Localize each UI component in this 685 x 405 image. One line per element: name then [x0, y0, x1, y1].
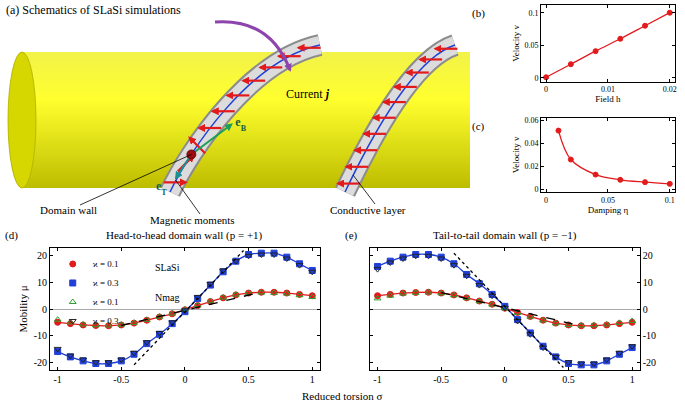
svg-text:0.02: 0.02 [663, 85, 677, 94]
svg-text:0: 0 [182, 374, 187, 385]
svg-text:0: 0 [544, 85, 548, 94]
svg-text:(b): (b) [472, 7, 485, 20]
svg-text:ϰ = 0.3: ϰ = 0.3 [93, 278, 119, 288]
svg-text:10: 10 [643, 277, 653, 288]
svg-text:-0.5: -0.5 [433, 374, 449, 385]
svg-text:-10: -10 [34, 330, 47, 341]
svg-text:Nmag: Nmag [155, 292, 179, 303]
svg-text:1: 1 [630, 374, 635, 385]
svg-text:0.5: 0.5 [562, 374, 575, 385]
svg-text:-1: -1 [53, 374, 61, 385]
svg-text:-10: -10 [643, 330, 656, 341]
svg-text:-20: -20 [643, 357, 656, 368]
svg-text:0: 0 [643, 304, 648, 315]
svg-text:10: 10 [37, 277, 47, 288]
svg-text:-20: -20 [34, 357, 47, 368]
svg-text:0.06: 0.06 [525, 116, 539, 125]
svg-text:0: 0 [42, 304, 47, 315]
svg-text:20: 20 [37, 250, 47, 261]
svg-text:(d): (d) [5, 229, 18, 242]
svg-text:0: 0 [535, 185, 539, 194]
svg-text:1: 1 [310, 374, 315, 385]
svg-text:0.05: 0.05 [525, 41, 539, 50]
svg-text:ϰ = 0.1: ϰ = 0.1 [93, 259, 119, 269]
svg-text:Conductive layer: Conductive layer [330, 204, 406, 216]
svg-text:Tail-to-tail domain wall (p =: Tail-to-tail domain wall (p = −1) [433, 229, 577, 242]
svg-text:0.1: 0.1 [529, 8, 539, 17]
svg-text:0: 0 [544, 196, 548, 205]
svg-text:Domain wall: Domain wall [40, 204, 97, 216]
svg-text:20: 20 [643, 250, 653, 261]
svg-text:Current j: Current j [286, 87, 330, 101]
svg-text:Magnetic moments: Magnetic moments [150, 214, 235, 226]
svg-text:eB: eB [235, 115, 246, 133]
svg-text:-0.5: -0.5 [113, 374, 129, 385]
svg-text:0: 0 [535, 74, 539, 83]
svg-text:0.02: 0.02 [525, 162, 539, 171]
svg-text:Velocity v: Velocity v [511, 136, 521, 173]
svg-text:Reduced torsion σ: Reduced torsion σ [302, 390, 383, 402]
svg-text:0: 0 [502, 374, 507, 385]
svg-text:(e): (e) [345, 229, 358, 242]
svg-text:0.05: 0.05 [601, 196, 615, 205]
svg-text:Mobility μ: Mobility μ [17, 285, 29, 332]
svg-text:ϰ = 0.3: ϰ = 0.3 [93, 316, 119, 326]
svg-text:0.1: 0.1 [665, 196, 675, 205]
svg-text:0.04: 0.04 [525, 139, 539, 148]
svg-text:(c): (c) [472, 120, 485, 133]
svg-text:SLaSi: SLaSi [155, 262, 180, 273]
svg-text:Velocity v: Velocity v [511, 24, 521, 61]
svg-text:0.5: 0.5 [242, 374, 255, 385]
svg-text:Field h: Field h [595, 94, 621, 104]
svg-text:-1: -1 [373, 374, 381, 385]
svg-text:Damping η: Damping η [588, 205, 629, 215]
svg-text:0.01: 0.01 [601, 85, 615, 94]
svg-text:eT: eT [156, 179, 167, 197]
svg-text:ϰ = 0.1: ϰ = 0.1 [93, 297, 119, 307]
svg-text:(a) Schematics of SLaSi simula: (a) Schematics of SLaSi simulations [6, 3, 181, 17]
svg-text:Head-to-head domain wall (p =: Head-to-head domain wall (p = +1) [106, 229, 263, 242]
